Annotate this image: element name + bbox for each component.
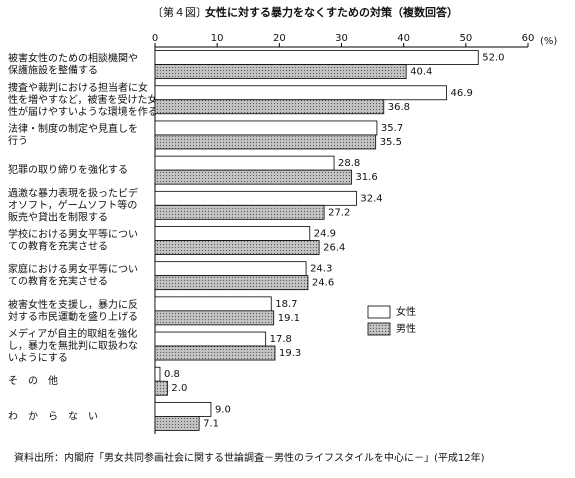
bar [154,402,212,417]
bar [154,169,352,185]
y-tick-label: 行う [8,134,28,147]
y-tick-label: し，暴力を無批判に取扱わな [8,339,138,352]
y-tick-label: 法律・制度の制定や見直しを [8,122,138,135]
value-label: 31.6 [355,172,377,183]
y-tick-label: 学校における男女平等につい [8,228,138,241]
x-unit: (%) [540,36,557,47]
value-label: 19.1 [278,313,300,324]
bar [154,296,272,312]
bar [154,134,377,150]
value-label: 18.7 [275,299,297,310]
bar [154,120,378,136]
bar [154,261,307,277]
bar [154,380,168,396]
value-label: 26.4 [323,243,345,254]
value-label: 36.8 [388,102,410,113]
chart-title: 女性に対する暴力をなくすための対策（複数回答） [205,5,458,19]
y-tick-label: 性が届けやすいような環境を作る [8,105,158,118]
x-tick-label: 60 [522,33,535,44]
value-label: 28.8 [338,158,360,169]
x-tick-label: 10 [211,33,224,44]
value-label: 17.8 [270,334,292,345]
y-tick-label: いようにする [8,352,68,364]
value-label: 7.1 [203,418,219,429]
value-label: 24.6 [312,278,334,289]
value-label: 46.9 [451,88,473,99]
value-label: 24.3 [310,264,332,275]
value-label: 19.3 [279,348,301,359]
bar [154,331,267,347]
value-label: 9.0 [215,404,231,415]
x-tick-label: 50 [459,33,472,44]
source: 資料出所：内閣府「男女共同参画社会に関する世論調査－男性のライフスタイルを中心に… [14,451,485,464]
y-tick-label: そ の 他 [8,374,58,387]
bar [154,226,311,241]
y-tick-label: 性を増やすなど，被害を受けた女 [8,93,158,106]
bar [154,50,479,65]
value-label: 35.7 [381,123,403,134]
x-tick-label: 40 [397,33,410,44]
y-tick-label: メディアが自主的取組を強化 [8,327,137,340]
value-label: 0.8 [164,369,180,380]
bar [154,416,200,431]
bar [154,155,335,171]
value-label: 35.5 [380,137,402,148]
legend-label: 女性 [396,305,416,318]
bar [154,275,309,291]
bar [154,366,161,382]
x-tick-label: 20 [273,33,286,44]
legend-label: 男性 [396,322,416,335]
y-tick-label: ての教育を充実させる [8,240,108,253]
value-label: 27.2 [328,207,350,218]
y-tick-label: 捜査や裁判における担当者に女 [8,81,148,94]
bar [154,345,276,361]
y-tick-label: 被害女性のための相談機関や [8,52,138,65]
bar [154,310,275,326]
bar [154,204,325,220]
value-label: 2.0 [171,383,187,394]
legend-swatch [367,322,391,336]
y-tick-label: 犯罪の取り締りを強化する [8,163,128,176]
y-tick-label: わ か ら な い [8,410,98,422]
y-tick-label: 過激な暴力表現を扱ったビデ [8,186,138,199]
value-label: 40.4 [410,67,432,78]
value-label: 32.4 [360,193,382,204]
bar [154,190,357,206]
legend-swatch [367,305,391,319]
figure-label: 〔第４図〕 [152,5,207,19]
bar [154,99,385,115]
y-tick-label: 被害女性を支援し，暴力に反 [8,298,138,311]
value-label: 24.9 [314,229,336,240]
value-label: 52.0 [482,53,504,64]
x-tick-label: 0 [152,33,158,44]
y-tick-label: 販売や貸出を制限する [8,210,108,223]
bar [154,240,320,255]
bar [154,85,447,101]
y-tick-label: オソフト，ゲームソフト等の [8,198,137,211]
x-tick-label: 30 [335,33,348,44]
y-tick-label: ての教育を充実させる [8,275,108,288]
y-tick-label: 保護施設を整備する [8,64,98,77]
y-tick-label: 家庭における男女平等につい [8,263,138,276]
y-tick-label: 対する市民運動を盛り上げる [8,310,138,323]
bar [154,64,407,79]
